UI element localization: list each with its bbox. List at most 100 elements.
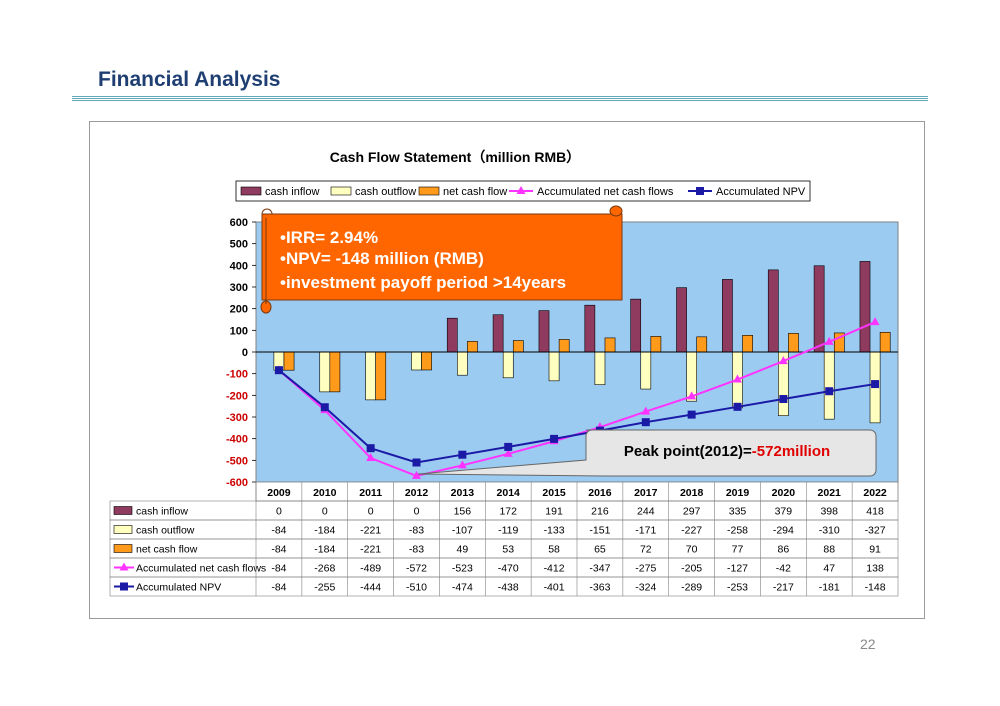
marker-accumulated-npv [733,402,742,411]
y-tick-label: 400 [230,260,248,272]
bar-net-cash-flow [558,339,570,353]
table-cell: -510 [406,582,427,594]
x-category-label: 2017 [634,487,658,499]
bar-net-cash-flow [879,331,891,353]
bar-net-cash-flow [512,340,524,353]
x-category-label: 2022 [863,487,887,499]
table-cell: -255 [314,582,335,594]
marker-accumulated-net-cash-flows [366,452,376,461]
table-cell: -258 [727,525,748,537]
table-cell: -310 [819,525,840,537]
table-row-label: Accumulated NPV [136,582,221,594]
table-cell: 49 [457,544,469,556]
svg-text:Peak point(2012)=-572million: Peak point(2012)=-572million [624,443,830,460]
table-cell: -294 [773,525,794,537]
table-cell: -83 [409,544,424,556]
y-tick-label: 300 [230,282,248,294]
x-category-label: 2013 [451,487,475,499]
table-cell: -181 [819,582,840,594]
table-cell: -84 [271,525,286,537]
marker-accumulated-npv [641,418,650,427]
table-cell: 58 [548,544,560,556]
bar-cash-inflow [767,269,779,353]
legend-label: cash outflow [355,186,416,198]
y-tick-label: -200 [226,390,248,402]
table-cell: 88 [823,544,835,556]
table-cell: 398 [820,506,838,518]
table-cell: -42 [776,563,791,575]
x-category-label: 2010 [313,487,337,499]
legend-marker [696,187,704,195]
marker-accumulated-npv [871,380,880,389]
marker-accumulated-net-cash-flows [687,391,697,400]
marker-accumulated-npv [825,387,834,396]
x-category-label: 2019 [726,487,750,499]
bar-cash-inflow [446,317,458,353]
table-cell: -444 [360,582,381,594]
table-row-label: cash inflow [136,506,188,518]
marker-accumulated-net-cash-flows [457,460,467,469]
table-cell: 172 [499,506,517,518]
marker-accumulated-npv [274,366,283,375]
x-category-label: 2016 [588,487,612,499]
bar-net-cash-flow [421,351,432,371]
legend-swatch [330,186,352,196]
table-row [109,576,899,597]
kpi-callout: •IRR= 2.94% •NPV= -148 million (RMB) •in… [260,205,623,314]
bar-cash-inflow [676,287,687,353]
table-cell: 0 [322,506,328,518]
table-cell: -184 [314,525,335,537]
table-row-swatch [113,525,133,534]
table-row-marker [119,562,129,571]
y-tick-label: -100 [226,369,248,381]
table-cell: 53 [502,544,514,556]
x-category-label: 2020 [772,487,796,499]
table-cell: 379 [775,506,793,518]
table-cell: 70 [686,544,698,556]
table-cell: -470 [498,563,519,575]
table-cell: -151 [589,525,610,537]
table-row-swatch [113,506,133,515]
marker-accumulated-npv [412,458,421,467]
bar-cash-outflow [548,351,560,382]
table-cell: -438 [498,582,519,594]
table-cell: -275 [635,563,656,575]
marker-accumulated-net-cash-flows [733,374,742,383]
table-cell: 72 [640,544,652,556]
x-category-label: 2018 [680,487,704,499]
table-cell: -363 [589,582,610,594]
table-cell: -84 [271,563,286,575]
peak-callout: Peak point(2012)=-572million [417,429,877,477]
marker-accumulated-net-cash-flows [503,448,513,457]
bar-net-cash-flow [742,335,753,353]
table-cell: -347 [589,563,610,575]
bar-cash-inflow [813,265,825,353]
table-cell: 335 [729,506,747,518]
x-category-label: 2009 [267,487,291,499]
y-tick-label: -300 [226,412,248,424]
table-cell: -221 [360,544,381,556]
table-cell: -205 [681,563,702,575]
chart-title: Cash Flow Statement（million RMB） [330,149,580,165]
bar-cash-outflow [502,351,514,379]
chart-legend: cash inflow cash outflow net cash flow Accu… [235,180,811,202]
bar-net-cash-flow [696,336,708,353]
table-cell: 191 [545,506,563,518]
bar-cash-inflow [630,298,642,353]
table-cell: 138 [866,563,884,575]
table-cell: -327 [865,525,886,537]
table-cell: -171 [635,525,656,537]
y-tick-label: 500 [230,239,248,251]
bar-net-cash-flow [604,337,616,353]
bar-net-cash-flow [650,336,662,353]
peak-value: -572million [752,443,830,460]
legend-swatch [418,186,440,196]
bar-cash-outflow [411,351,422,371]
bar-net-cash-flow [467,341,478,353]
table-cell: 156 [454,506,472,518]
table-cell: -83 [409,525,424,537]
table-cell: -523 [452,563,473,575]
table-row-marker [120,582,128,591]
bar-cash-outflow [457,351,468,376]
